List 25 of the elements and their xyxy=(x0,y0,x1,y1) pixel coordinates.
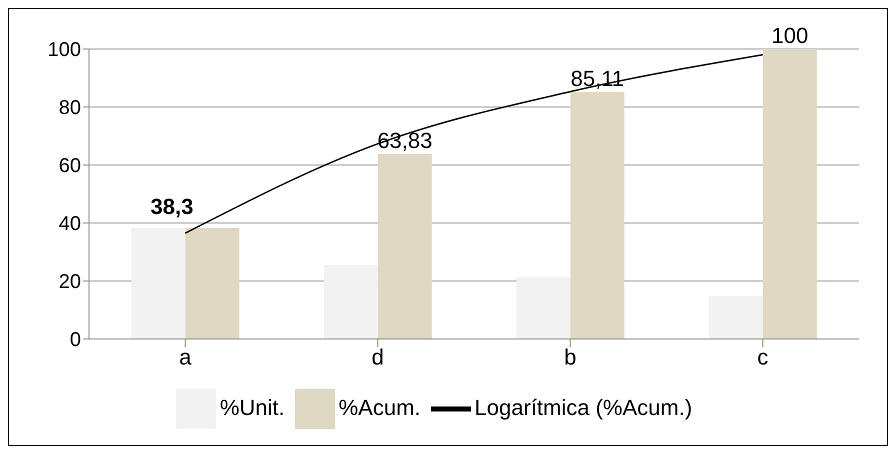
bar xyxy=(708,296,763,339)
legend-label: Logarítmica (%Acum.) xyxy=(474,394,692,420)
y-tick-label: 80 xyxy=(58,97,81,120)
x-tick-label: a xyxy=(179,344,192,370)
y-tick-label: 20 xyxy=(58,271,81,294)
data-label: 63,83 xyxy=(377,128,432,153)
bar xyxy=(378,154,432,339)
data-label: 38,3 xyxy=(150,194,194,219)
y-tick-label: 100 xyxy=(48,39,81,62)
y-tick-label: 40 xyxy=(58,213,81,236)
x-tick-label: d xyxy=(372,344,384,370)
bar xyxy=(324,265,378,339)
bar xyxy=(185,228,240,339)
x-tick-label: b xyxy=(564,344,576,370)
legend-label: %Unit. xyxy=(220,394,285,420)
legend-label: %Acum. xyxy=(338,394,421,420)
x-tick-label: c xyxy=(757,344,768,370)
bar xyxy=(516,277,570,339)
bar xyxy=(762,49,817,339)
y-tick-label: 0 xyxy=(70,329,81,352)
y-tick-label: 60 xyxy=(58,155,81,178)
bar xyxy=(570,92,624,339)
bar xyxy=(131,228,186,339)
data-label: 85,11 xyxy=(570,66,624,92)
data-label: 100 xyxy=(771,23,808,48)
